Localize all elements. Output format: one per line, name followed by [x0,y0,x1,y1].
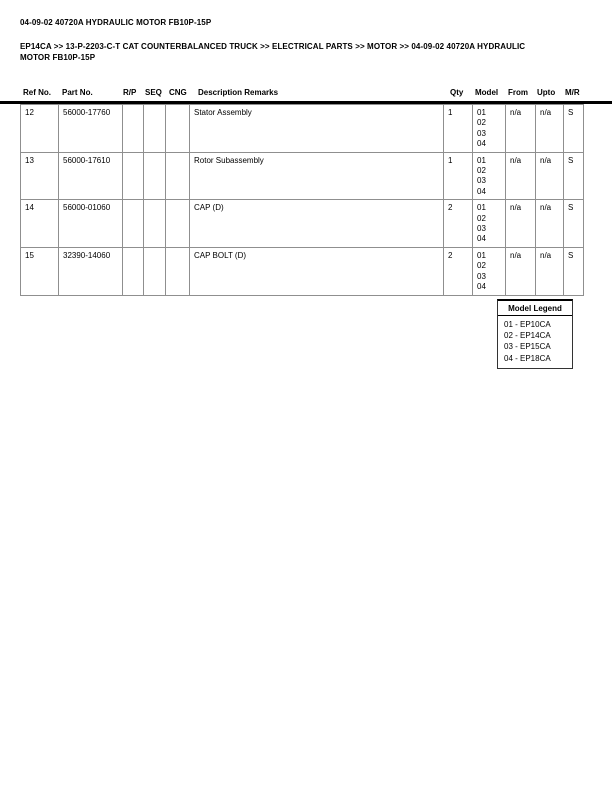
model-legend-item: 02 - EP14CA [504,331,551,341]
header-qty: Qty [450,88,464,97]
cell-part-no: 56000-17610 [58,151,123,201]
header-model: Model [475,88,499,97]
model-legend-item: 01 - EP10CA [504,320,551,329]
model-legend: Model Legend 01 - EP10CA 02 - EP14CA 03 … [497,299,573,369]
cell-rp [122,151,144,201]
cell-rp [122,246,144,296]
model-legend-item: 03 - EP15CA [504,342,551,352]
header-seq: SEQ [145,88,162,97]
cell-from: n/a [505,199,536,248]
cell-description: CAP (D) [189,199,444,248]
cell-mr: S [563,104,584,153]
header-part-no: Part No. [62,88,93,97]
cell-seq [143,199,166,248]
cell-cng [165,246,190,296]
cell-cng [165,199,190,248]
breadcrumb: EP14CA >> 13-P-2203-C-T CAT COUNTERBALAN… [20,42,586,63]
cell-model: 01 02 03 04 [472,151,506,201]
header-upto: Upto [537,88,556,97]
cell-mr: S [563,199,584,248]
cell-cng [165,104,190,153]
cell-part-no: 56000-17760 [58,104,123,153]
cell-seq [143,104,166,153]
table-row: 12 56000-17760 Stator Assembly 1 01 02 0… [20,104,584,153]
cell-ref-no: 13 [20,151,59,201]
cell-seq [143,246,166,296]
cell-qty: 2 [443,199,473,248]
header-from: From [508,88,528,97]
header-rp: R/P [123,88,137,97]
cell-description: Stator Assembly [189,104,444,153]
table-row: 14 56000-01060 CAP (D) 2 01 02 03 04 n/a… [20,199,584,248]
header-cng: CNG [169,88,187,97]
table-row: 13 56000-17610 Rotor Subassembly 1 01 02… [20,151,584,201]
cell-part-no: 32390-14060 [58,246,123,296]
model-legend-item: 04 - EP18CA [504,353,551,363]
cell-mr: S [563,151,584,201]
table-row: 15 32390-14060 CAP BOLT (D) 2 01 02 03 0… [20,246,584,296]
cell-model: 01 02 03 04 [472,199,506,248]
cell-from: n/a [505,246,536,296]
cell-from: n/a [505,104,536,153]
header-description: Description Remarks [198,88,279,97]
header-ref-no: Ref No. [23,88,51,97]
parts-table: 12 56000-17760 Stator Assembly 1 01 02 0… [20,104,584,296]
header-rule [0,101,612,104]
cell-from: n/a [505,151,536,201]
cell-qty: 2 [443,246,473,296]
cell-rp [122,104,144,153]
cell-description: CAP BOLT (D) [189,246,444,296]
breadcrumb-line-1: EP14CA >> 13-P-2203-C-T CAT COUNTERBALAN… [20,42,526,51]
cell-seq [143,151,166,201]
cell-mr: S [563,246,584,296]
cell-ref-no: 15 [20,246,59,296]
page-title: 04-09-02 40720A HYDRAULIC MOTOR FB10P-15… [20,18,212,27]
header-mr: M/R [565,88,580,97]
cell-qty: 1 [443,151,473,201]
cell-ref-no: 14 [20,199,59,248]
cell-model: 01 02 03 04 [472,104,506,153]
model-legend-items: 01 - EP10CA 02 - EP14CA 03 - EP15CA 04 -… [498,316,572,368]
cell-model: 01 02 03 04 [472,246,506,296]
cell-upto: n/a [535,104,564,153]
cell-cng [165,151,190,201]
cell-upto: n/a [535,151,564,201]
cell-part-no: 56000-01060 [58,199,123,248]
model-legend-title: Model Legend [498,301,572,316]
cell-upto: n/a [535,199,564,248]
cell-qty: 1 [443,104,473,153]
table-header-row: Ref No. Part No. R/P SEQ CNG Description… [20,88,583,97]
cell-rp [122,199,144,248]
breadcrumb-line-2: MOTOR FB10P-15P [20,52,96,62]
cell-description: Rotor Subassembly [189,151,444,201]
cell-upto: n/a [535,246,564,296]
cell-ref-no: 12 [20,104,59,153]
